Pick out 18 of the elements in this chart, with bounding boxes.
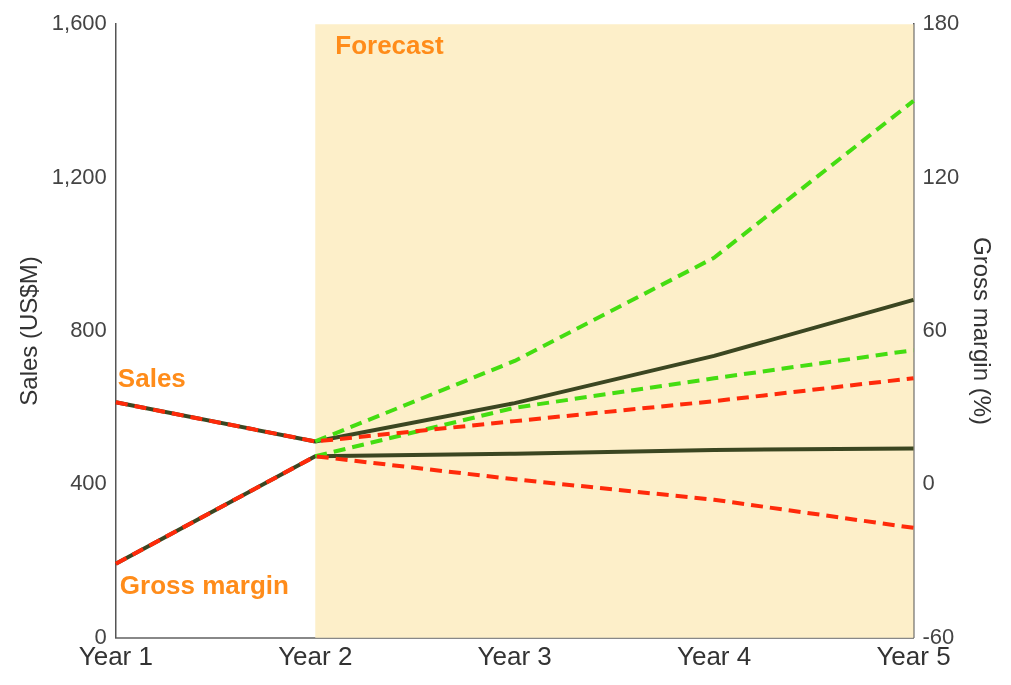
y2-axis-title: Gross margin (%) <box>968 236 996 426</box>
y-tick-label: 1,200 <box>51 163 107 189</box>
series-label: Sales <box>117 362 186 393</box>
x-tick-label: Year 2 <box>278 640 353 671</box>
x-tick-label: Year 3 <box>477 640 552 671</box>
y2-tick-label: 60 <box>922 317 947 343</box>
line-series <box>313 98 916 444</box>
y2-tick-label: 0 <box>922 470 935 496</box>
y-tick-label: 800 <box>70 317 107 343</box>
series-label: Gross margin <box>119 569 289 600</box>
y-tick-label: 400 <box>70 470 107 496</box>
x-tick-label: Year 4 <box>676 640 752 671</box>
line-series <box>313 348 916 459</box>
band-label: Forecast <box>335 30 444 61</box>
y-axis-title: Sales (US$M) <box>15 256 43 406</box>
y2-tick-label: 120 <box>922 163 960 189</box>
y-tick-label: 1,600 <box>51 10 107 36</box>
y2-tick-label: 180 <box>922 10 960 36</box>
